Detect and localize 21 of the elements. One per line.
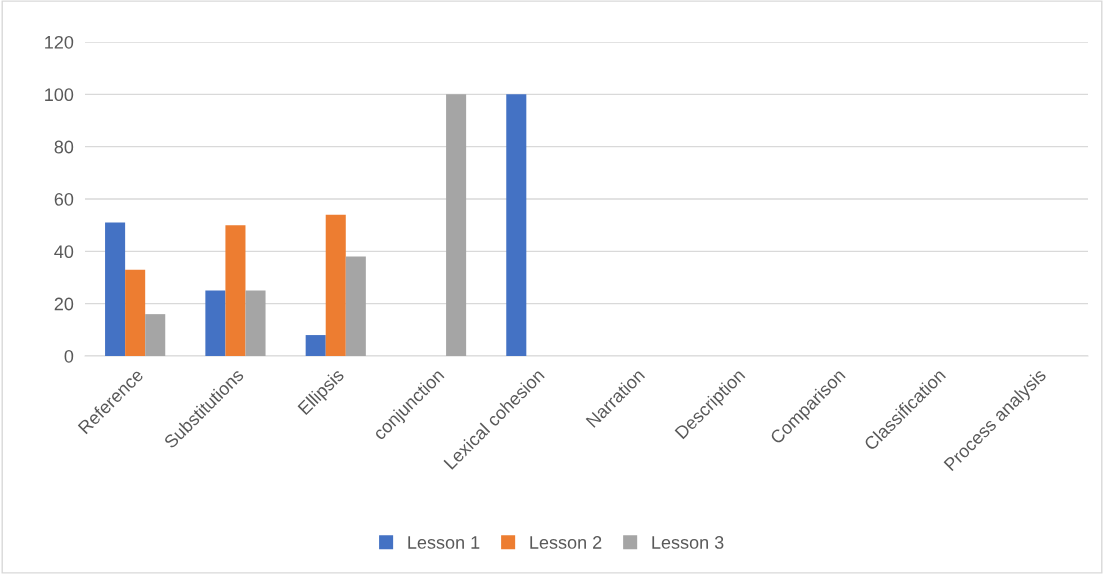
legend-label: Lesson 3 <box>652 536 724 549</box>
y-tick-label: 80 <box>54 140 74 154</box>
bar <box>345 256 366 356</box>
bar <box>125 269 146 356</box>
legend-label: Lesson 2 <box>530 536 602 549</box>
y-tick-label: 120 <box>45 35 74 49</box>
legend-label: Lesson 1 <box>408 536 480 549</box>
y-tick-label: 100 <box>45 88 74 102</box>
bar <box>506 94 527 356</box>
bar <box>205 290 226 356</box>
y-tick-label: 0 <box>64 349 74 363</box>
y-tick-label: 40 <box>54 245 74 259</box>
bar <box>145 314 166 356</box>
bar <box>325 214 346 356</box>
y-tick-label: 20 <box>54 297 74 311</box>
bar <box>305 335 326 356</box>
bar <box>225 225 246 356</box>
bar <box>105 222 126 356</box>
bar <box>245 290 266 356</box>
y-tick-label: 60 <box>54 192 74 206</box>
bar <box>446 94 467 356</box>
